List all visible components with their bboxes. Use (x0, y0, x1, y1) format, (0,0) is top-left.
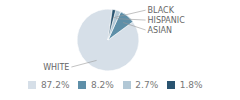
svg-text:WHITE: WHITE (43, 63, 69, 72)
svg-text:ASIAN: ASIAN (148, 26, 172, 35)
html-text:1.8%: 1.8% (179, 80, 203, 90)
html-text:2.7%: 2.7% (135, 80, 159, 90)
html-text:87.2%: 87.2% (40, 80, 70, 90)
html-text:8.2%: 8.2% (91, 80, 114, 90)
svg-text:HISPANIC: HISPANIC (148, 16, 186, 25)
svg-text:BLACK: BLACK (148, 6, 175, 15)
